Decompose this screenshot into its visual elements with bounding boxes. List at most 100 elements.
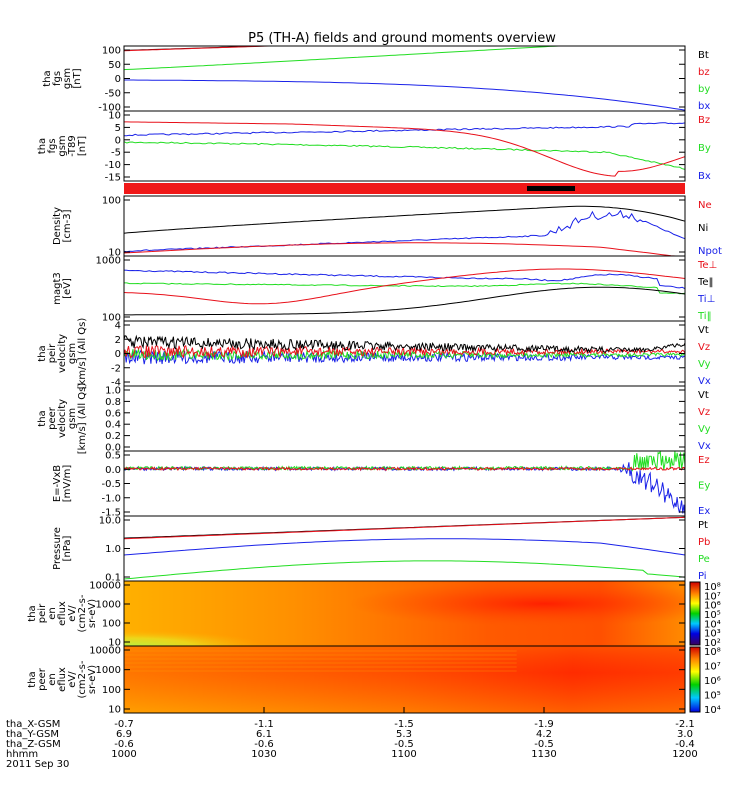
- legend-bz: Bz: [698, 115, 710, 126]
- y-tick-label: 1000: [96, 665, 121, 676]
- x-row-value: -2.1: [675, 719, 695, 730]
- y-tick-label: 0.5: [105, 451, 121, 462]
- y-axis-label: tha peer en eflux eV/(cm2-s-sr-eV): [27, 660, 98, 698]
- x-row-value: 4.2: [536, 729, 552, 740]
- y-axis-label-line: sr-eV): [87, 665, 98, 694]
- colorbar-tick-label: 10⁴: [704, 705, 721, 716]
- colorbar-tick-label: 10⁵: [704, 691, 721, 702]
- legend-vy: Vy: [698, 359, 711, 370]
- y-axis-label-line: en: [47, 673, 58, 686]
- y-axis-label-line: peir: [37, 603, 48, 623]
- y-tick-label: -4: [111, 378, 121, 389]
- y-tick-label: 0.6: [105, 408, 121, 419]
- y-axis-label-line: [eV]: [62, 278, 73, 299]
- y-tick-label: 10: [108, 248, 121, 259]
- y-axis-label-line: [mV/m]: [62, 465, 73, 503]
- x-row-value: -1.9: [534, 719, 554, 730]
- legend-ne: Ne: [698, 200, 712, 211]
- y-tick-label: 0.2: [105, 431, 121, 442]
- y-axis-label: tha peer velocity gsm [km/s] (All Qs): [37, 383, 88, 455]
- chart-title: P5 (TH-A) fields and ground moments over…: [248, 31, 556, 46]
- y-tick-label: -0.5: [101, 479, 121, 490]
- y-tick-label: 0: [115, 349, 121, 360]
- panel-frame: [123, 385, 686, 452]
- x-row-label: tha_Y-GSM: [6, 729, 59, 740]
- y-axis-label-line: en: [47, 607, 58, 620]
- by-line: [123, 45, 685, 71]
- x-row-value: 1100: [391, 749, 416, 760]
- legend-pt: Pt: [698, 520, 708, 531]
- y-axis-label: E=-VxB [mV/m]: [52, 465, 73, 503]
- x-row-value: -0.7: [114, 719, 134, 730]
- x-row-value: -0.5: [394, 739, 414, 750]
- y-axis-label-line: tha: [27, 605, 38, 621]
- vx-line: [123, 349, 686, 365]
- y-axis-label-line: magt3: [52, 272, 63, 305]
- x-row-value: 1000: [111, 749, 136, 760]
- ti-par-line: [124, 282, 686, 295]
- y-tick-label: 100: [102, 46, 121, 57]
- colorbar-tick-label: 10²: [704, 638, 721, 649]
- y-axis-label-line: velocity: [57, 334, 68, 373]
- legend-pe: Pe: [698, 554, 710, 565]
- x-row-value: -0.6: [254, 739, 274, 750]
- x-row-value: -1.1: [254, 719, 274, 730]
- panel-frame: [123, 110, 686, 182]
- y-tick-label: -1.5: [101, 508, 121, 519]
- y-tick-label: 10: [108, 638, 121, 649]
- x-row-label: tha_X-GSM: [6, 719, 60, 730]
- y-tick-label: 10: [108, 705, 121, 716]
- vz-line: [123, 344, 686, 359]
- colorbar-tick-label: 10⁵: [704, 610, 721, 621]
- legend-te⊥: Te⊥: [697, 260, 717, 271]
- ex-line: [123, 462, 686, 517]
- y-axis-label-line: gsm: [62, 68, 73, 89]
- y-tick-label: 0: [115, 135, 121, 146]
- y-axis-label-line: eV/: [67, 671, 78, 688]
- ez-line: [123, 466, 686, 472]
- legend-pi: Pi: [698, 571, 707, 582]
- colorbar-tick-label: 10⁶: [704, 601, 721, 612]
- y-axis-label-line: velocity: [57, 399, 68, 438]
- y-axis-label-line: peir: [47, 343, 58, 363]
- y-tick-label: -100: [98, 103, 121, 114]
- y-tick-label: 0.4: [105, 420, 121, 431]
- ti-perp-line: [123, 269, 686, 290]
- y-axis-label: Density [cm-3]: [52, 207, 73, 245]
- y-axis-label: Pressure [nPa]: [52, 527, 73, 570]
- x-row-value: -0.4: [675, 739, 695, 750]
- npot-line: [123, 209, 686, 253]
- x-row-value: -0.5: [534, 739, 554, 750]
- x-row-value: 1130: [531, 749, 556, 760]
- y-axis-label-line: sr-eV): [87, 599, 98, 628]
- panel-temperature: 1000 100 magt3 [eV] Te⊥ Te‖ Ti⊥ Ti‖: [52, 255, 717, 324]
- legend-ni: Ni: [698, 223, 708, 234]
- date-label: 2011 Sep 30: [6, 759, 69, 770]
- y-axis-label-line: gsm: [67, 343, 78, 364]
- y-tick-label: 0.1: [105, 573, 121, 584]
- y-tick-label: -2: [111, 363, 121, 374]
- y-tick-label: 100: [102, 196, 121, 207]
- pb-line: [123, 516, 686, 540]
- legend-vx: Vx: [698, 376, 711, 387]
- panel-peer_velocity: 1.00.80.60.40.20.0 tha peer velocity gsm [km/…: [37, 383, 711, 455]
- vt-line: [123, 334, 686, 354]
- colorbar-tick-label: 10⁷: [704, 662, 721, 673]
- ephemeris-black-bar: [527, 186, 575, 191]
- y-axis-label-line: [km/s] (All Qs): [77, 318, 88, 390]
- y-tick-label: 4: [115, 321, 121, 332]
- panel-fgs: 100 50 0 -50 -100 tha fgs gsm [nT] Bt bz by bx: [42, 45, 710, 114]
- y-tick-label: 10: [108, 111, 121, 122]
- y-tick-label: -15: [105, 173, 121, 184]
- y-axis-label-line: -T89: [67, 135, 78, 157]
- legend-te‖: Te‖: [697, 277, 714, 288]
- bz-line: [123, 45, 685, 52]
- y-axis-label-line: tha: [37, 138, 48, 154]
- y-axis-label: tha fgs gsm -T89 [nT]: [37, 135, 88, 157]
- peir-high-flux-region: [124, 581, 685, 646]
- y-tick-label: -10: [105, 160, 121, 171]
- legend-pb: Pb: [698, 537, 710, 548]
- y-tick-label: 0.8: [105, 397, 121, 408]
- y-tick-label: 0.0: [105, 443, 121, 454]
- legend-ez: Ez: [698, 455, 710, 466]
